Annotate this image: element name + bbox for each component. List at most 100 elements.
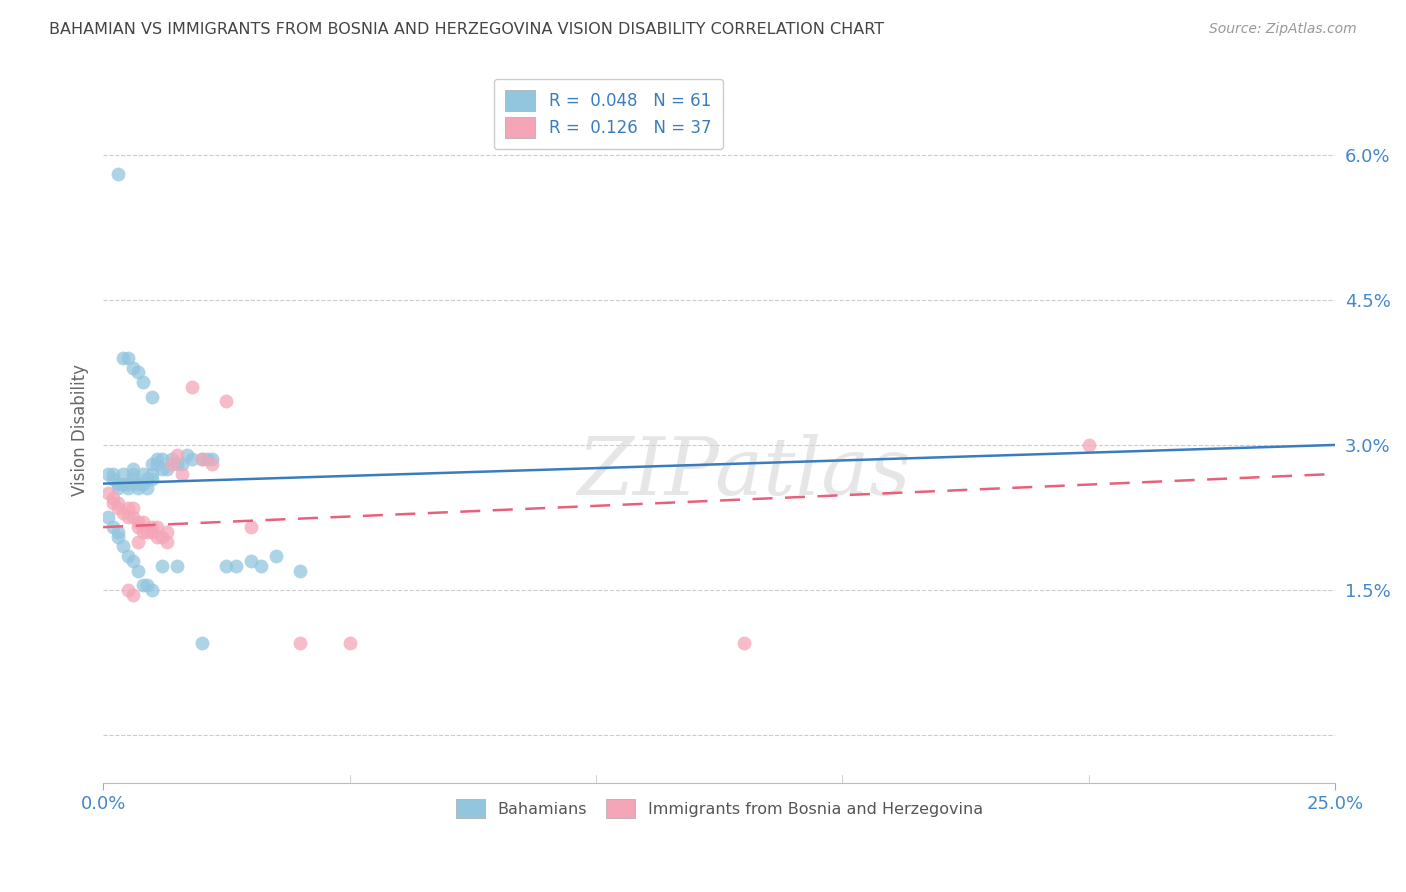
Point: [733, 636, 755, 650]
Legend: Bahamians, Immigrants from Bosnia and Herzegovina: Bahamians, Immigrants from Bosnia and He…: [450, 793, 988, 825]
Point: [101, 467, 124, 481]
Point: [127, 516, 149, 530]
Point: [170, 457, 193, 471]
Point: [136, 472, 159, 486]
Point: [127, 476, 149, 491]
Point: [339, 636, 361, 650]
Point: [150, 452, 173, 467]
Point: [264, 549, 287, 563]
Point: [200, 457, 222, 471]
Point: [250, 558, 273, 573]
Point: [150, 530, 173, 544]
Point: [111, 467, 134, 481]
Point: [141, 457, 163, 471]
Point: [190, 452, 212, 467]
Point: [117, 549, 139, 563]
Point: [97, 467, 120, 481]
Point: [180, 452, 202, 467]
Point: [107, 476, 129, 491]
Point: [111, 351, 134, 365]
Point: [180, 380, 202, 394]
Point: [166, 457, 188, 471]
Point: [121, 588, 143, 602]
Point: [121, 467, 143, 481]
Point: [195, 452, 218, 467]
Point: [107, 496, 129, 510]
Point: [141, 472, 163, 486]
Point: [160, 457, 183, 471]
Point: [146, 457, 169, 471]
Point: [150, 558, 173, 573]
Point: [121, 360, 143, 375]
Point: [225, 558, 247, 573]
Point: [240, 520, 263, 534]
Point: [190, 452, 212, 467]
Point: [156, 462, 179, 476]
Text: Source: ZipAtlas.com: Source: ZipAtlas.com: [1209, 22, 1357, 37]
Point: [160, 452, 183, 467]
Point: [141, 467, 163, 481]
Point: [97, 486, 120, 500]
Point: [111, 476, 134, 491]
Point: [146, 520, 169, 534]
Point: [240, 554, 263, 568]
Point: [121, 510, 143, 524]
Point: [131, 524, 153, 539]
Point: [107, 530, 129, 544]
Point: [290, 564, 312, 578]
Point: [141, 390, 163, 404]
Point: [200, 452, 222, 467]
Point: [127, 365, 149, 379]
Point: [111, 506, 134, 520]
Point: [131, 578, 153, 592]
Point: [136, 482, 159, 496]
Point: [170, 467, 193, 481]
Point: [131, 516, 153, 530]
Point: [166, 448, 188, 462]
Point: [117, 351, 139, 365]
Text: BAHAMIAN VS IMMIGRANTS FROM BOSNIA AND HERZEGOVINA VISION DISABILITY CORRELATION: BAHAMIAN VS IMMIGRANTS FROM BOSNIA AND H…: [49, 22, 884, 37]
Point: [131, 467, 153, 481]
Point: [215, 558, 238, 573]
Point: [107, 167, 129, 181]
Text: ZIPatlas: ZIPatlas: [576, 434, 911, 511]
Point: [121, 472, 143, 486]
Point: [141, 520, 163, 534]
Point: [136, 524, 159, 539]
Point: [141, 524, 163, 539]
Point: [101, 520, 124, 534]
Point: [127, 482, 149, 496]
Point: [117, 482, 139, 496]
Point: [176, 448, 198, 462]
Point: [190, 636, 212, 650]
Point: [156, 524, 179, 539]
Point: [166, 558, 188, 573]
Point: [127, 564, 149, 578]
Point: [150, 462, 173, 476]
Point: [107, 482, 129, 496]
Point: [131, 476, 153, 491]
Point: [121, 462, 143, 476]
Point: [101, 491, 124, 505]
Point: [121, 500, 143, 515]
Point: [146, 452, 169, 467]
Y-axis label: Vision Disability: Vision Disability: [72, 365, 89, 497]
Point: [107, 500, 129, 515]
Point: [111, 540, 134, 554]
Point: [101, 496, 124, 510]
Point: [127, 520, 149, 534]
Point: [107, 524, 129, 539]
Point: [136, 578, 159, 592]
Point: [117, 582, 139, 597]
Point: [215, 394, 238, 409]
Point: [156, 534, 179, 549]
Point: [127, 534, 149, 549]
Point: [117, 500, 139, 515]
Point: [97, 510, 120, 524]
Point: [121, 554, 143, 568]
Point: [101, 472, 124, 486]
Point: [146, 530, 169, 544]
Point: [141, 582, 163, 597]
Point: [131, 375, 153, 389]
Point: [290, 636, 312, 650]
